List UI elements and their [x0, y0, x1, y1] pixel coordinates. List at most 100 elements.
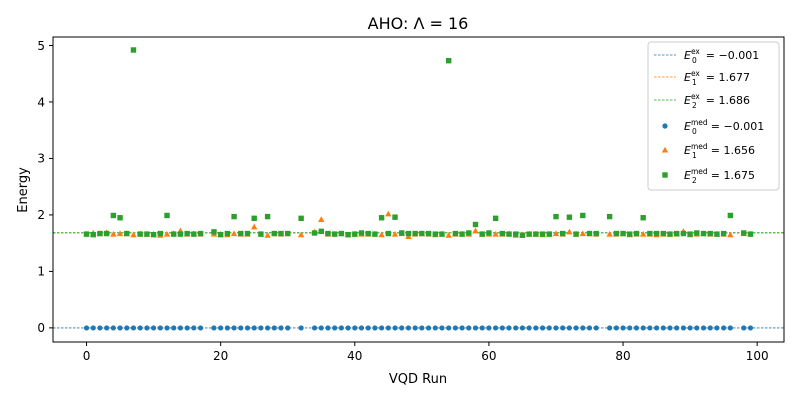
y-axis-label: Energy: [16, 167, 31, 213]
data-point-e2med: [83, 231, 90, 237]
data-point-e0med: [721, 325, 727, 331]
data-point-e2med: [244, 230, 251, 237]
data-point-e0med: [620, 325, 626, 331]
data-point-e2med: [298, 215, 304, 222]
data-point-e0med: [533, 325, 539, 331]
data-point-e0med: [151, 325, 157, 331]
legend-box: [647, 41, 780, 191]
legend-item-e1med: Emed 1 = 1.656: [661, 142, 755, 160]
x-tick-label: 100: [746, 349, 769, 363]
data-point-e2med: [117, 215, 123, 221]
data-point-e0med: [218, 325, 224, 331]
y-tick-label: 2: [37, 208, 45, 222]
data-point-e2med: [714, 231, 720, 237]
x-tick-label: 80: [615, 349, 630, 363]
data-point-e2med: [392, 214, 398, 220]
data-point-e0med: [539, 325, 546, 331]
data-point-e2med: [150, 231, 157, 238]
data-point-e0med: [674, 325, 680, 331]
data-point-e2med: [358, 230, 365, 236]
data-markers: [83, 47, 754, 331]
data-point-e0med: [714, 325, 720, 331]
data-point-e0med: [392, 325, 398, 331]
data-point-e0med: [412, 325, 418, 331]
data-point-e2med: [137, 231, 143, 237]
data-point-e0med: [593, 325, 599, 331]
data-point-e2med: [110, 212, 117, 219]
data-point-e2med: [653, 230, 660, 237]
data-point-e2med: [720, 230, 727, 237]
data-point-e1med: [318, 216, 325, 222]
legend-marker-swatch: [662, 172, 668, 178]
data-point-e2med: [311, 230, 318, 236]
x-tick-label: 0: [83, 349, 91, 363]
data-point-e2med: [365, 230, 371, 237]
data-point-e2med: [640, 215, 646, 221]
data-point-e2med: [318, 228, 324, 234]
data-point-e0med: [104, 325, 110, 331]
data-point-e2med: [217, 231, 224, 238]
x-tick-label: 20: [213, 349, 228, 363]
data-point-e2med: [506, 231, 512, 237]
x-axis-ticks: 0 20 40 60 80 100: [83, 342, 769, 363]
data-point-e1med: [639, 230, 647, 237]
legend: Eex 0 = −0.001 Eex 1 = 1.677 Eex 2 = 1.686 Emed 0 =…: [647, 41, 780, 191]
data-point-e1med: [230, 230, 238, 237]
data-point-e2med: [338, 230, 345, 237]
data-point-e1med: [110, 230, 117, 237]
data-point-e1med: [378, 231, 385, 238]
data-point-e2med: [164, 212, 170, 219]
data-point-e0med: [311, 325, 318, 331]
data-point-e0med: [352, 325, 358, 331]
data-point-e0med: [526, 325, 532, 331]
data-point-e0med: [667, 325, 673, 331]
data-point-e0med: [224, 325, 230, 331]
data-point-e2med: [633, 230, 640, 237]
data-point-e0med: [83, 325, 90, 331]
data-point-e2med: [278, 230, 284, 237]
data-point-e0med: [385, 325, 391, 331]
data-point-e2med: [97, 230, 103, 237]
data-point-e2med: [533, 231, 539, 237]
data-point-e0med: [747, 325, 754, 331]
data-point-e2med: [445, 58, 452, 64]
data-point-e2med: [492, 215, 499, 222]
data-point-e0med: [680, 325, 687, 331]
data-point-e0med: [580, 325, 586, 331]
legend-items: Eex 0 = −0.001 Eex 1 = 1.677 Eex 2 = 1.686 Emed 0 =…: [654, 47, 764, 185]
data-point-e1med: [391, 230, 399, 237]
legend-item-e2med: Emed 2 = 1.675: [662, 167, 755, 185]
data-point-e2med: [251, 215, 257, 222]
legend-label: Emed 2 = 1.675: [684, 167, 755, 185]
data-point-e2med: [519, 232, 526, 238]
data-point-e2med: [694, 230, 700, 236]
legend-item-e2ex: Eex 2 = 1.686: [654, 92, 750, 110]
data-point-e0med: [97, 325, 103, 331]
data-point-e2med: [231, 213, 237, 220]
data-point-e1med: [297, 231, 305, 238]
data-point-e2med: [546, 231, 552, 237]
data-point-e0med: [479, 325, 485, 331]
data-point-e0med: [546, 325, 552, 331]
data-point-e0med: [586, 325, 593, 331]
data-point-e1med: [566, 228, 573, 235]
data-point-e2med: [177, 231, 184, 237]
data-point-e2med: [191, 231, 197, 237]
data-point-e0med: [486, 325, 492, 331]
legend-item-e0ex: Eex 0 = −0.001: [654, 47, 759, 65]
data-point-e2med: [466, 230, 472, 236]
data-point-e0med: [177, 325, 184, 331]
data-point-e2med: [285, 230, 291, 237]
data-point-e2med: [687, 231, 693, 237]
data-point-e2med: [264, 213, 271, 220]
x-tick-label: 40: [347, 349, 362, 363]
data-point-e2med: [345, 231, 351, 238]
data-point-e0med: [90, 325, 96, 331]
data-point-e2med: [271, 230, 278, 237]
data-point-e0med: [439, 325, 445, 331]
data-point-e0med: [285, 325, 291, 331]
data-point-e0med: [298, 325, 304, 331]
data-point-e2med: [452, 230, 459, 237]
data-point-e0med: [700, 325, 707, 331]
data-point-e1med: [445, 232, 452, 238]
